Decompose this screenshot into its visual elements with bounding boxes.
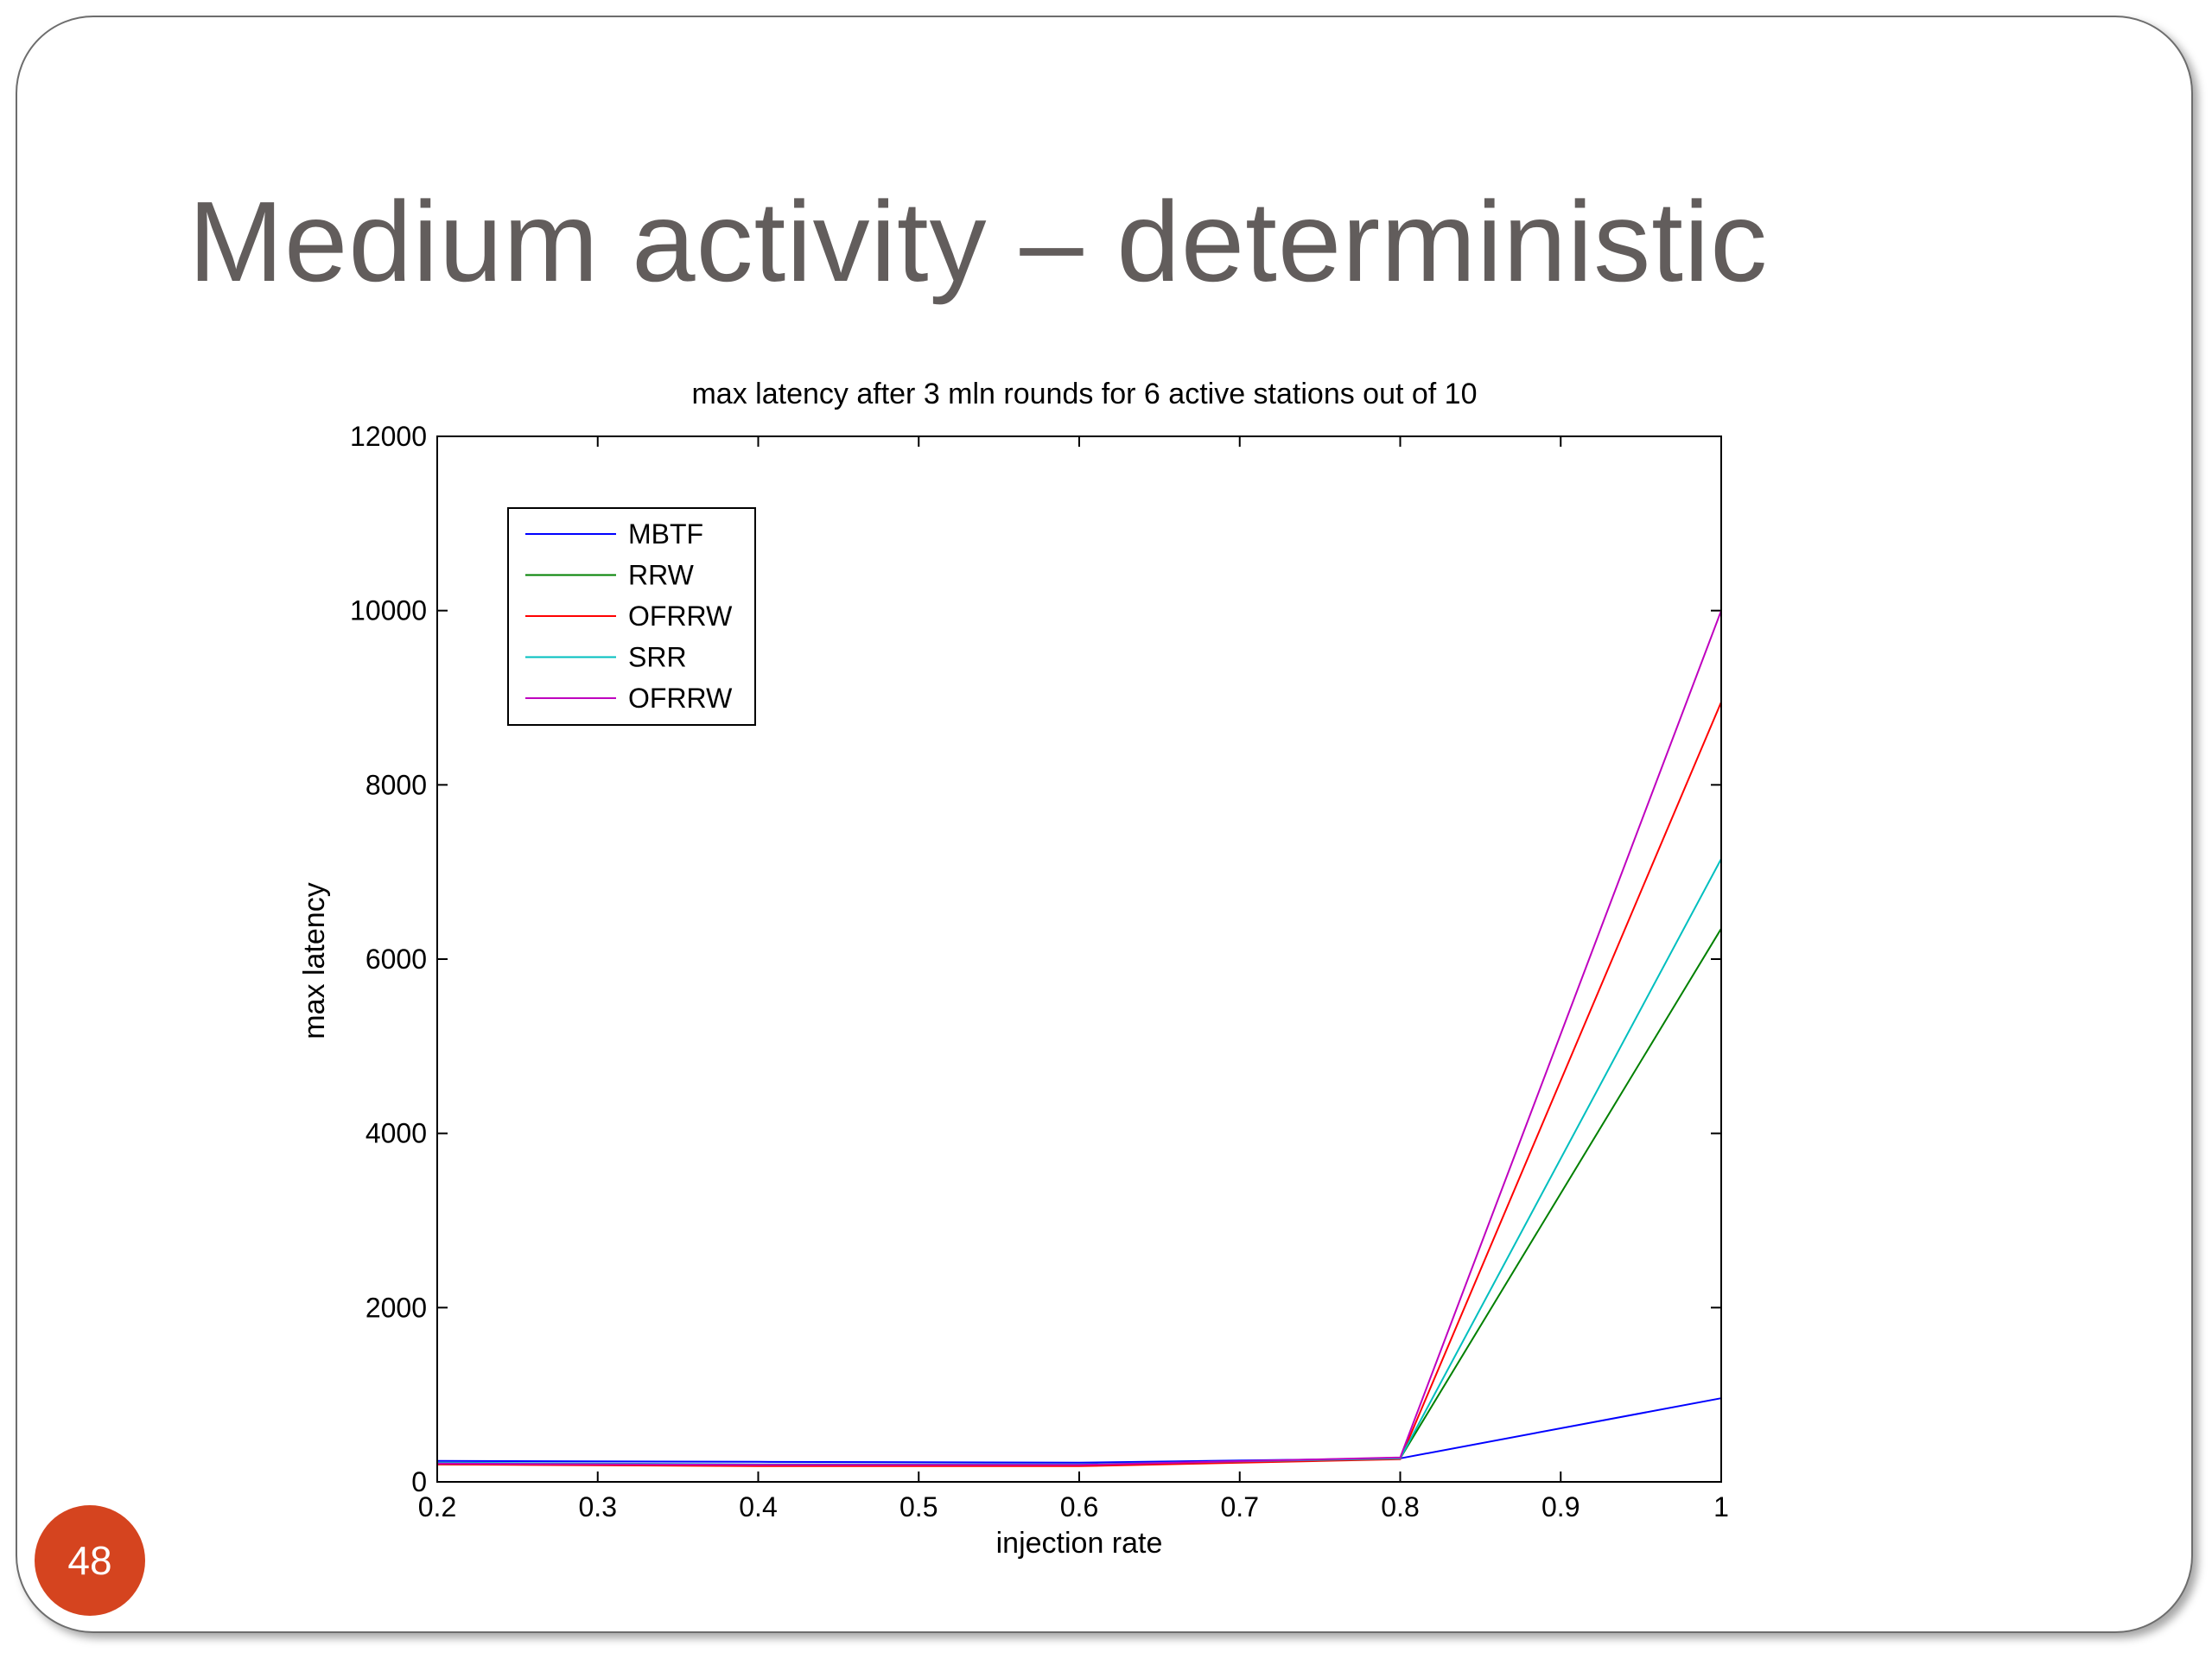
y-tick-label: 12000 (350, 421, 427, 452)
y-tick-label: 6000 (365, 944, 427, 975)
legend-label: OFRRW (628, 683, 733, 714)
x-axis-label: injection rate (996, 1527, 1163, 1560)
line-chart: max latency after 3 mln rounds for 6 act… (298, 378, 1729, 1560)
legend-label: RRW (628, 560, 695, 591)
plot-frame (436, 435, 1722, 1483)
chart-title: max latency after 3 mln rounds for 6 act… (691, 378, 1477, 410)
x-tick-label: 0.4 (739, 1491, 777, 1522)
slide-number: 48 (67, 1538, 112, 1583)
series-line-2 (436, 928, 1722, 1466)
series-line-3 (436, 702, 1722, 1467)
x-tick-label: 1 (1713, 1491, 1729, 1522)
x-tick-label: 0.8 (1381, 1491, 1419, 1522)
x-tick-label: 0.7 (1221, 1491, 1259, 1522)
legend-label: MBTF (628, 518, 703, 550)
x-tick-label: 0.6 (1060, 1491, 1098, 1522)
chart-container: max latency after 3 mln rounds for 6 act… (259, 372, 1815, 1581)
x-tick-label: 0.9 (1541, 1491, 1580, 1522)
y-tick-label: 4000 (365, 1118, 427, 1149)
y-tick-label: 0 (411, 1466, 427, 1497)
tick-labels: 0.2 0.3 0.4 0.5 0.6 0.7 0.8 0.9 1 0 2000 4000 6000 80… (350, 421, 1729, 1522)
legend-label: OFRRW (628, 601, 733, 632)
series-line-5 (436, 610, 1722, 1466)
legend-label: SRR (628, 642, 687, 673)
slide-frame (16, 16, 2193, 1633)
series-lines (436, 610, 1722, 1467)
x-tick-label: 0.5 (899, 1491, 938, 1522)
x-tick-label: 0.2 (418, 1491, 456, 1522)
x-tick-label: 0.3 (579, 1491, 617, 1522)
series-line-1 (436, 1397, 1722, 1464)
series-line-4 (436, 858, 1722, 1465)
y-tick-label: 10000 (350, 595, 427, 626)
slide-number-badge: 48 (35, 1505, 145, 1616)
y-tick-label: 2000 (365, 1292, 427, 1323)
y-tick-label: 8000 (365, 769, 427, 800)
slide-title: Medium activity – deterministic (188, 178, 1769, 305)
y-axis-label: max latency (298, 882, 331, 1039)
legend: MBTF RRW OFRRW SRR OFRRW (507, 507, 756, 726)
